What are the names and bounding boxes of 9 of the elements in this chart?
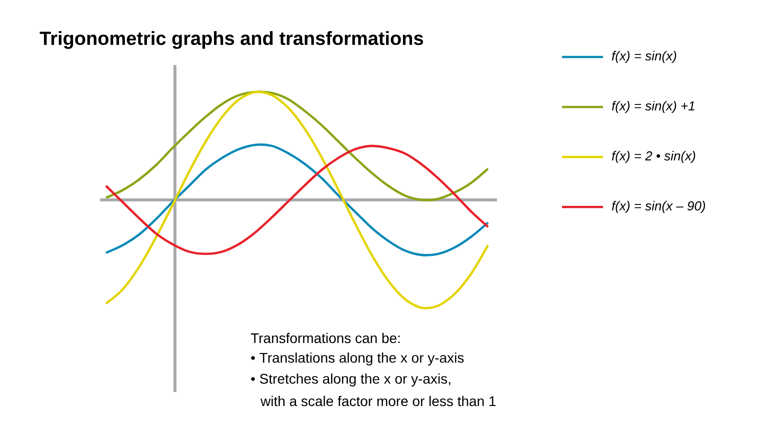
legend-label: f(x) = sin(x)	[612, 50, 676, 64]
text: Transformations can be:	[250, 332, 400, 344]
legend-label: f(x) = sin(x) +1	[612, 100, 694, 114]
text: with a scale factor more or less than 1	[260, 396, 496, 406]
chart-title: Trigonometric graphs and transformations	[40, 31, 424, 49]
legend-label: f(x) = 2 • sin(x)	[612, 150, 696, 164]
text: • Stretches along the x or y-axis,	[251, 373, 450, 387]
legend-label: f(x) = sin(x – 90)	[612, 200, 706, 214]
text: • Translations along the x or y-axis	[251, 352, 464, 366]
